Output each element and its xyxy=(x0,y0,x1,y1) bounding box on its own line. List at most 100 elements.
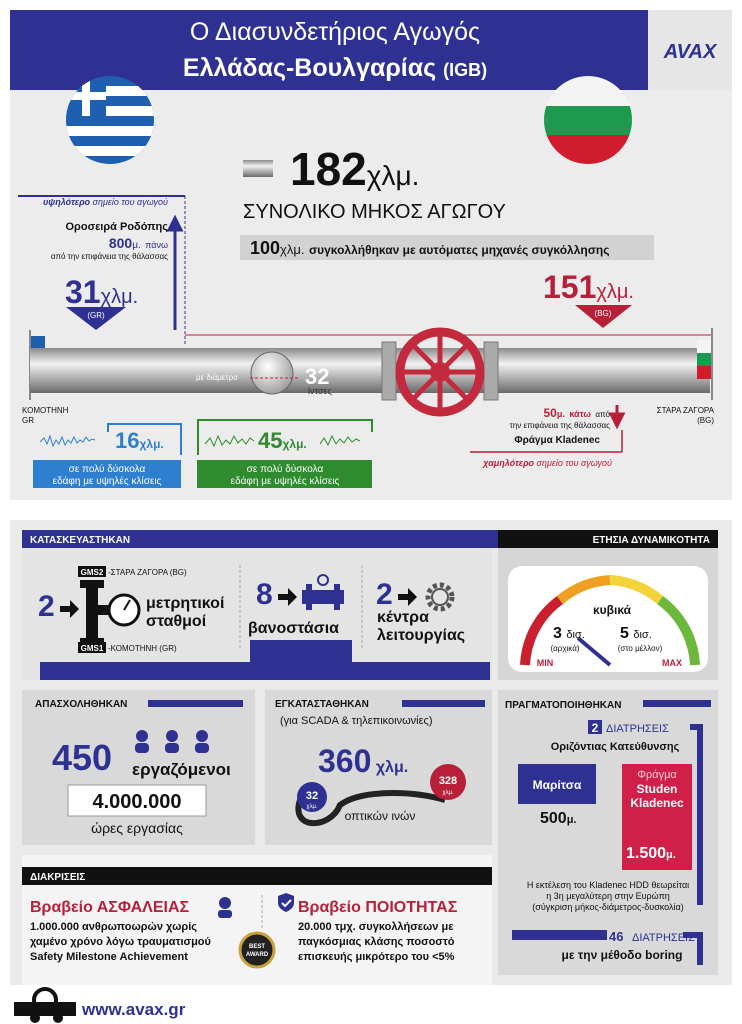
future-value: 5 xyxy=(620,625,629,642)
highest-note: υψηλότερο σημείο του αγωγού xyxy=(43,197,168,207)
title-main: Ελλάδας-Βουλγαρίας xyxy=(183,54,436,82)
gms1-box xyxy=(78,642,106,653)
meter-icon xyxy=(80,580,141,646)
up-arrow xyxy=(166,214,184,330)
diameter-unit: ίντσες xyxy=(308,386,332,396)
maritsa-value: 500 xyxy=(540,810,567,827)
gr-marker xyxy=(66,307,126,330)
footer-url[interactable]: www.avax.gr xyxy=(81,1000,186,1019)
stations-count: 2 xyxy=(38,590,55,623)
initial-note: (αρχικά) xyxy=(550,644,579,653)
total-unit: χλμ. xyxy=(367,160,420,191)
diameter-value: 32 xyxy=(305,364,329,389)
drilling-note-3: (σύγκριση μήκος-διάμετρος-δυσκολία) xyxy=(532,902,683,912)
gauge-green xyxy=(656,595,700,666)
safety-prefix: Βραβείο xyxy=(30,899,93,916)
construction-header: ΚΑΤΑΣΚΕΥΑΣΤΗΚΑΝ xyxy=(30,535,130,546)
highest-emphasis: υψηλότερο xyxy=(43,197,91,207)
kladenec-name1: Studen xyxy=(637,782,678,796)
maritsa-unit: μ. xyxy=(567,814,577,826)
employment-header: ΑΠΑΣΧΟΛΗΘΗΚΑΝ xyxy=(35,699,127,710)
centers-count: 2 xyxy=(376,578,393,611)
kladenec-unit: μ. xyxy=(666,849,676,861)
lowest-emphasis: χαμηλότερο xyxy=(482,458,534,468)
hdd-count: 2 xyxy=(592,721,599,735)
bg-length: 151χλμ. xyxy=(543,269,634,305)
safety-line-2: χαμένο χρόνο λόγω τραυματισμού xyxy=(30,936,211,948)
diameter-circle xyxy=(250,351,294,395)
installed-unit: χλμ. xyxy=(376,759,408,776)
hours-label: ώρες εργασίας xyxy=(91,820,183,836)
terrain-bg-line2: εδάφη με υψηλές κλίσεις xyxy=(231,475,340,487)
valves-count: 8 xyxy=(256,578,273,611)
welded: 100χλμ. συγκολλήθηκαν με αυτόματες μηχαν… xyxy=(250,238,610,258)
capacity-initial: 3 δισ. xyxy=(553,625,585,642)
boring-count: 46 xyxy=(609,929,623,944)
badge-line-2: AWARD xyxy=(246,952,269,958)
logo-box xyxy=(648,10,732,90)
hdd-count-box xyxy=(588,720,602,734)
bg-unit: χλμ. xyxy=(596,281,634,303)
safety-icon xyxy=(218,897,232,918)
start-country: GR xyxy=(22,416,34,425)
workers-icon xyxy=(135,730,209,753)
boring-bar xyxy=(512,930,607,940)
gms1: GMS1 xyxy=(81,644,104,653)
gr-unit: χλμ. xyxy=(101,286,139,308)
award-badge xyxy=(238,931,276,969)
hours: 4.000.000 xyxy=(93,791,182,813)
gauge-max: MAX xyxy=(662,658,682,668)
bg-value: 151 xyxy=(543,269,596,305)
drilling-note-2: η 3η μεγαλύτερη στην Ευρώπη xyxy=(546,891,670,901)
highest-value: 800 xyxy=(109,235,133,251)
kladenec-length: 1.500μ. xyxy=(626,845,676,862)
end-country: (BG) xyxy=(697,416,714,425)
terrain-bg-box xyxy=(197,460,372,488)
initial-value: 3 xyxy=(553,625,562,642)
boring-pipe xyxy=(683,932,703,965)
bg-marker xyxy=(575,305,632,328)
installed-subtitle: (για SCADA & τηλεπικοινωνίες) xyxy=(280,715,433,727)
valve-icon xyxy=(302,574,344,610)
valves-label: βανοστάσια xyxy=(248,620,339,637)
title-tag: (IGB) xyxy=(443,60,487,80)
welded-value: 100 xyxy=(250,238,280,258)
boring-label: ΔΙΑΤΡΗΣΕΙΣ xyxy=(632,932,695,944)
stations-line2: σταθμοί xyxy=(146,613,206,630)
gr-length: 31χλμ. xyxy=(65,274,138,310)
gms2-location: -ΣΤΑΡΑ ΖΑΓΟΡΑ (BG) xyxy=(108,568,187,577)
terrain-gr-line1: σε πολύ δύσκολα xyxy=(69,463,146,475)
terrain-gr-box xyxy=(33,460,181,488)
highest-reference: από την επιφάνεια της θάλασσας xyxy=(51,252,168,261)
pole-flag-bg-w xyxy=(697,340,711,353)
hdd-type: Οριζόντιας Κατεύθυνσης xyxy=(551,741,680,753)
workers: 450 xyxy=(52,737,112,778)
badge-gr-value: 32 xyxy=(306,790,318,802)
pole-flag-bg-r xyxy=(697,366,711,379)
highest-unit: μ. xyxy=(132,240,141,251)
awards-header: ΔΙΑΚΡΙΣΕΙΣ xyxy=(30,872,85,883)
capacity-header: ΕΤΗΣΙΑ ΔΥΝΑΜΙΚΟΤΗΤΑ xyxy=(593,535,710,546)
quality-title: Βραβείο ΠΟΙΟΤΗΤΑΣ xyxy=(298,899,458,916)
greek-flag xyxy=(66,76,154,164)
safety-title: Βραβείο ΑΣΦΑΛΕΙΑΣ xyxy=(30,899,189,916)
highest-direction: πάνω xyxy=(145,240,168,250)
centers-line1: κέντρα xyxy=(377,609,429,626)
quality-prefix: Βραβείο xyxy=(298,899,361,916)
gms2: GMS2 xyxy=(81,568,104,577)
installed-length: 360 χλμ. xyxy=(318,743,408,779)
maritsa-length: 500μ. xyxy=(540,810,577,827)
lowest-unit: μ. xyxy=(557,409,565,419)
installed-value: 360 xyxy=(318,743,371,779)
capacity-header-bar xyxy=(498,530,718,548)
terrain-gr-line2: εδάφη με υψηλές κλίσεις xyxy=(53,475,162,487)
skyline xyxy=(40,640,490,680)
badge-bg-unit: χλμ. xyxy=(442,790,454,796)
welded-unit: χλμ. xyxy=(280,242,304,257)
kladenec-box xyxy=(622,764,692,870)
gauge-yellow xyxy=(609,575,664,604)
diameter-label: με διάμετρο xyxy=(196,373,238,382)
valve-wheel xyxy=(395,327,485,417)
total-length: 182χλμ. xyxy=(290,143,419,195)
